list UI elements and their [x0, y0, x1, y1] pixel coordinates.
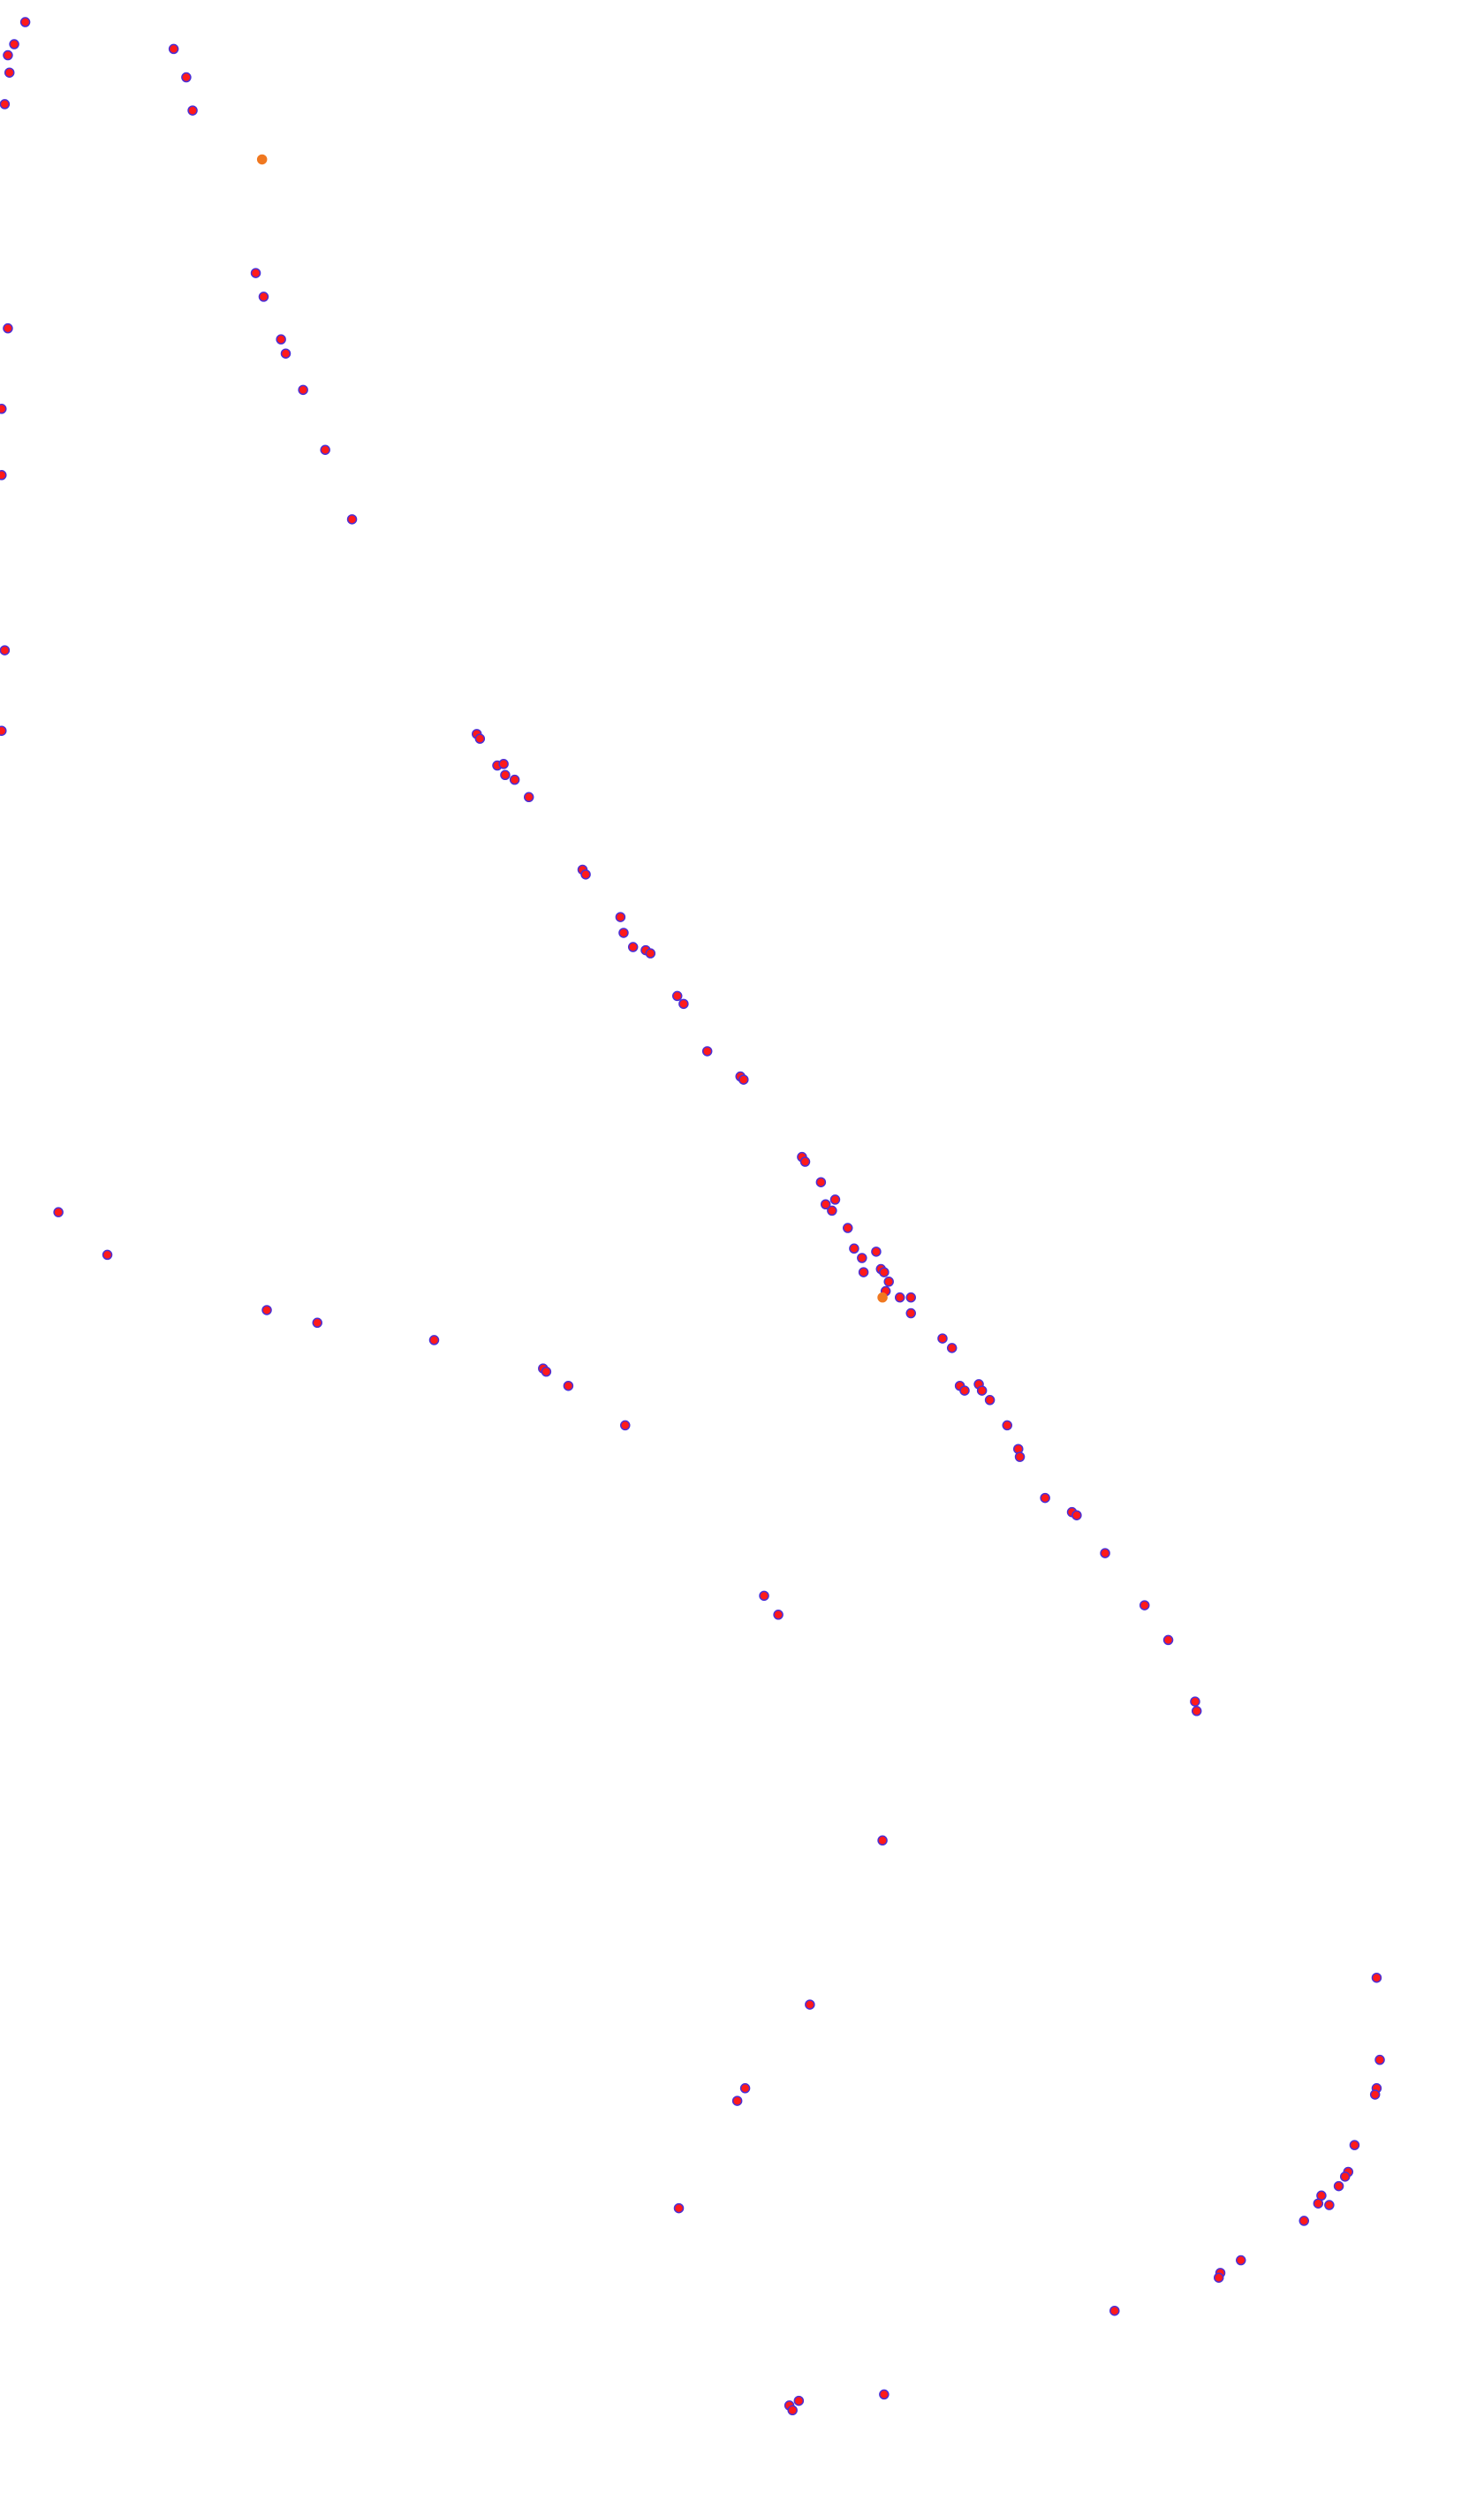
point	[877, 1835, 888, 1846]
point	[858, 1267, 869, 1277]
point	[1109, 2305, 1120, 2316]
point	[187, 105, 198, 116]
point	[829, 1194, 841, 1205]
point	[671, 990, 683, 1002]
point	[509, 774, 520, 785]
point	[883, 1277, 894, 1287]
point	[1374, 2054, 1385, 2065]
point	[500, 769, 511, 781]
point	[793, 2395, 805, 2406]
point	[615, 912, 626, 922]
point	[959, 1385, 970, 1396]
point	[849, 1243, 859, 1254]
point	[1002, 1420, 1013, 1431]
point	[1191, 1706, 1202, 1716]
point	[905, 1292, 916, 1303]
point	[1339, 2171, 1351, 2182]
point	[1324, 2200, 1335, 2210]
point	[827, 1205, 837, 1216]
point	[258, 292, 269, 302]
point	[541, 1366, 552, 1377]
point	[815, 1177, 827, 1187]
point	[842, 1223, 853, 1233]
point	[678, 998, 689, 1010]
point	[320, 444, 330, 455]
point	[3, 49, 13, 61]
point	[759, 1590, 769, 1602]
point	[645, 948, 656, 959]
point	[19, 17, 31, 27]
point	[984, 1395, 996, 1406]
point	[4, 67, 15, 78]
point	[894, 1292, 905, 1303]
point	[1213, 2272, 1224, 2283]
point	[1162, 1634, 1174, 1646]
point	[619, 1420, 631, 1431]
point	[946, 1343, 958, 1353]
point	[820, 1199, 831, 1210]
point	[0, 470, 7, 481]
point	[0, 404, 7, 414]
point	[805, 1999, 815, 2010]
point	[787, 2405, 798, 2416]
point	[102, 1249, 113, 1261]
point	[280, 348, 292, 359]
point	[0, 645, 11, 656]
point	[731, 2095, 743, 2106]
point	[523, 792, 534, 803]
point	[701, 1046, 713, 1057]
point	[276, 334, 286, 345]
point	[879, 2389, 890, 2400]
point	[1190, 1696, 1200, 1707]
point	[673, 2202, 685, 2214]
point	[738, 1074, 749, 1085]
point	[53, 1207, 64, 1217]
point	[879, 1267, 890, 1277]
point	[428, 1335, 440, 1345]
point	[857, 1253, 867, 1263]
point	[1333, 2180, 1344, 2192]
point	[877, 1292, 888, 1303]
point	[739, 2083, 751, 2094]
point	[0, 725, 7, 736]
point	[298, 384, 308, 396]
point	[474, 733, 486, 744]
point	[563, 1380, 574, 1391]
point	[1371, 1972, 1382, 1983]
point	[1139, 1600, 1150, 1610]
point	[1349, 2140, 1360, 2150]
point	[498, 759, 509, 769]
point	[871, 1247, 882, 1257]
point	[250, 268, 261, 278]
point	[181, 72, 192, 83]
point	[1313, 2198, 1324, 2209]
point	[9, 39, 19, 49]
point	[580, 869, 591, 880]
point	[256, 154, 268, 165]
point	[1040, 1492, 1050, 1504]
point	[1369, 2089, 1381, 2100]
point	[0, 99, 11, 110]
point	[799, 1156, 811, 1167]
point	[905, 1307, 916, 1319]
point	[976, 1385, 988, 1396]
point	[1236, 2255, 1246, 2266]
point	[627, 942, 639, 952]
point	[261, 1305, 272, 1315]
point	[346, 514, 358, 525]
point	[312, 1317, 322, 1329]
point	[1100, 1548, 1110, 1558]
point	[618, 928, 629, 938]
point	[168, 43, 179, 55]
point	[3, 322, 13, 334]
point	[773, 1610, 784, 1620]
point	[1014, 1451, 1026, 1462]
point	[1071, 1510, 1082, 1520]
point	[937, 1333, 948, 1344]
point	[1298, 2216, 1310, 2226]
